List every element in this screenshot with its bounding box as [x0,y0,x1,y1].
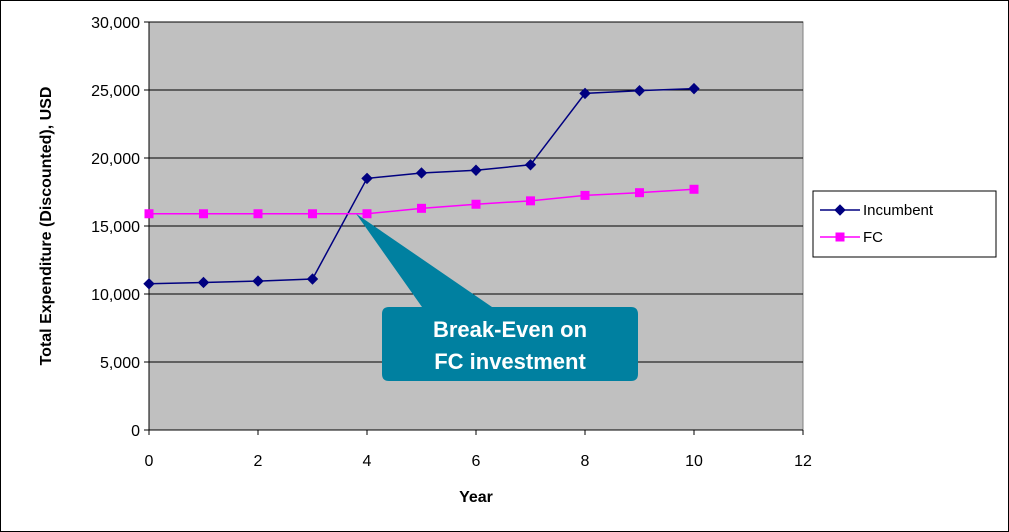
x-tick-label-2: 4 [363,453,372,470]
series-1-point-6 [471,199,481,209]
x-tick-label-6: 12 [794,453,812,470]
series-1-point-8 [580,190,590,200]
x-tick-label-1: 2 [254,453,263,470]
series-0-point-6 [470,164,482,176]
break-even-callout: Break-Even on FC investment [356,213,638,381]
x-tick-label-0: 0 [145,453,154,470]
series-1-point-2 [253,209,263,219]
y-tick-label-4: 20,000 [91,151,140,168]
series-0-point-0 [143,278,155,290]
series-1-point-5 [417,203,426,213]
legend-marker-0 [834,204,846,216]
series-0-point-10 [688,82,700,95]
x-axis-title: Year [459,489,493,506]
y-tick-label-3: 15,000 [91,219,140,236]
series-0-point-5 [415,167,428,179]
series-0-point-7 [524,159,537,171]
callout-text-line-2: FC investment [434,349,586,374]
series-0-point-2 [252,275,264,287]
series-0 [143,82,700,290]
x-tick-label-4: 8 [581,453,590,470]
series-1-point-1 [199,209,208,219]
series-0-point-9 [633,84,646,97]
y-tick-label-1: 5,000 [100,355,140,372]
legend: Incumbent FC [812,190,997,258]
series-0-point-8 [579,87,591,100]
series-0-point-1 [197,276,210,289]
callout-text-line-1: Break-Even on [433,317,587,342]
y-tick-label-6: 30,000 [91,15,140,32]
series-0-point-4 [361,172,373,185]
legend-marker-1 [835,232,845,242]
y-tick-label-2: 10,000 [91,287,140,304]
y-axis-title: Total Expenditure (Discounted), USD [38,87,55,366]
legend-box [812,190,997,258]
y-tick-label-5: 25,000 [91,83,140,100]
x-axis-ticks: 0 2 4 6 8 10 12 [145,430,812,470]
y-axis-ticks: 0 5,000 10,000 15,000 20,000 25,000 30,000 [91,15,149,440]
series-0-point-3 [306,273,319,285]
x-tick-label-3: 6 [472,453,481,470]
series-1-point-7 [526,196,535,206]
series-1-point-0 [144,209,154,219]
series-1 [144,184,699,219]
legend-label-1: FC [863,229,883,246]
y-tick-label-0: 0 [131,423,140,440]
callout-bubble [356,213,638,381]
x-tick-label-5: 10 [685,453,703,470]
series-1-point-4 [362,209,372,219]
legend-label-0: Incumbent [863,202,934,219]
series-layer [143,82,700,290]
series-1-point-10 [689,184,699,194]
series-1-point-3 [308,209,317,219]
series-1-point-9 [635,188,644,198]
